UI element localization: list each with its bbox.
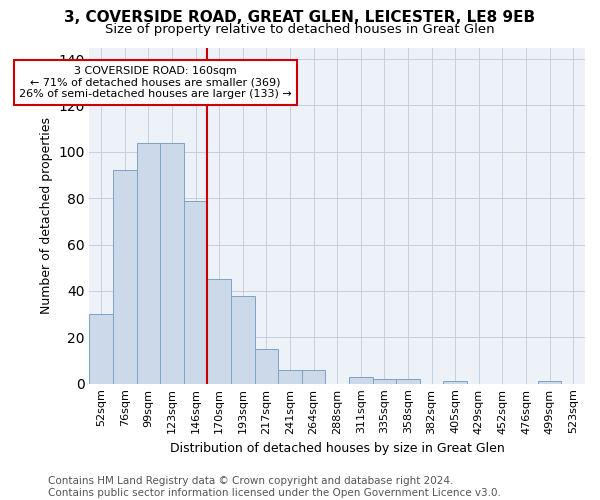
Text: 3, COVERSIDE ROAD, GREAT GLEN, LEICESTER, LE8 9EB: 3, COVERSIDE ROAD, GREAT GLEN, LEICESTER… [64, 10, 536, 25]
Bar [184, 200, 208, 384]
Bar [231, 296, 254, 384]
Bar [160, 142, 184, 384]
Bar [443, 382, 467, 384]
Bar [113, 170, 137, 384]
X-axis label: Distribution of detached houses by size in Great Glen: Distribution of detached houses by size … [170, 442, 505, 455]
Bar [396, 379, 420, 384]
Bar [278, 370, 302, 384]
Bar [89, 314, 113, 384]
Bar [373, 379, 396, 384]
Text: 3 COVERSIDE ROAD: 160sqm
← 71% of detached houses are smaller (369)
26% of semi-: 3 COVERSIDE ROAD: 160sqm ← 71% of detach… [19, 66, 292, 99]
Bar [349, 376, 373, 384]
Text: Contains HM Land Registry data © Crown copyright and database right 2024.
Contai: Contains HM Land Registry data © Crown c… [48, 476, 501, 498]
Bar [137, 142, 160, 384]
Bar [254, 349, 278, 384]
Bar [208, 280, 231, 384]
Bar [302, 370, 325, 384]
Bar [538, 382, 562, 384]
Y-axis label: Number of detached properties: Number of detached properties [40, 117, 53, 314]
Text: Size of property relative to detached houses in Great Glen: Size of property relative to detached ho… [105, 22, 495, 36]
